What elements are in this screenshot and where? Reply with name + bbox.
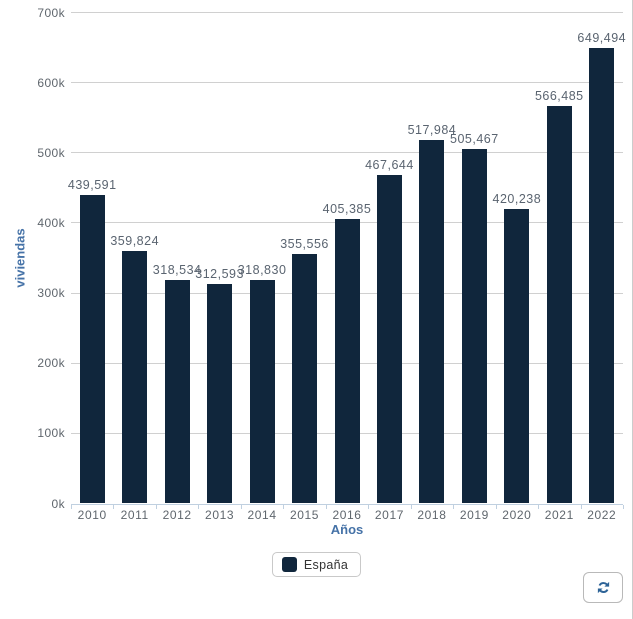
bar-2012[interactable] bbox=[164, 280, 190, 504]
x-tick-label: 2013 bbox=[205, 507, 235, 522]
y-tick-label: 0k bbox=[51, 496, 65, 511]
y-tick-label: 500k bbox=[37, 145, 65, 160]
bar-value-label: 318,534 bbox=[152, 263, 202, 278]
x-axis-tick bbox=[71, 504, 72, 509]
y-gridline bbox=[71, 152, 623, 154]
legend: España bbox=[0, 552, 633, 577]
y-gridline bbox=[71, 82, 623, 84]
y-gridline bbox=[71, 12, 623, 13]
bar-2022[interactable] bbox=[589, 47, 615, 504]
bar-value-label: 566,485 bbox=[534, 89, 584, 104]
bar-2021[interactable] bbox=[546, 106, 572, 504]
x-tick-label: 2019 bbox=[459, 507, 489, 522]
x-tick-label: 2016 bbox=[332, 507, 362, 522]
legend-label: España bbox=[303, 557, 349, 572]
y-tick-label: 100k bbox=[37, 426, 65, 441]
bar-value-label: 420,238 bbox=[492, 191, 542, 206]
y-tick-label: 200k bbox=[37, 356, 65, 371]
x-tick-label: 2015 bbox=[289, 507, 320, 522]
y-tick-label: 700k bbox=[37, 5, 65, 20]
bar-value-label: 405,385 bbox=[322, 202, 372, 217]
bar-value-label: 649,494 bbox=[577, 30, 627, 45]
x-axis-tick bbox=[325, 504, 327, 509]
x-tick-label: 2018 bbox=[417, 507, 447, 522]
x-tick-label: 2017 bbox=[374, 507, 405, 522]
x-axis-tick bbox=[410, 504, 412, 509]
bar-2017[interactable] bbox=[376, 175, 402, 504]
bar-2011[interactable] bbox=[122, 251, 148, 504]
bar-2015[interactable] bbox=[292, 254, 318, 504]
x-axis-title: Años bbox=[330, 522, 364, 537]
x-tick-label: 2021 bbox=[544, 507, 574, 522]
x-axis-tick bbox=[368, 504, 370, 509]
bar-2016[interactable] bbox=[334, 219, 360, 504]
bar-value-label: 517,984 bbox=[407, 123, 457, 138]
x-axis-line bbox=[71, 503, 623, 505]
x-tick-label: 2012 bbox=[162, 507, 192, 522]
x-axis-tick bbox=[495, 504, 497, 509]
x-axis-tick bbox=[580, 504, 582, 509]
y-axis-title: viviendas bbox=[12, 228, 28, 288]
x-axis-tick bbox=[198, 504, 200, 509]
x-axis-tick bbox=[113, 504, 115, 509]
bar-value-label: 505,467 bbox=[450, 131, 499, 146]
x-axis-tick bbox=[538, 504, 540, 509]
bar-2014[interactable] bbox=[249, 279, 275, 504]
y-tick-label: 300k bbox=[37, 286, 65, 301]
y-tick-label: 400k bbox=[37, 215, 65, 230]
bar-value-label: 439,591 bbox=[67, 178, 117, 193]
legend-item-espana[interactable]: España bbox=[271, 552, 362, 577]
bar-value-label: 312,593 bbox=[195, 267, 244, 282]
refresh-button[interactable] bbox=[583, 572, 623, 603]
x-axis-tick bbox=[240, 504, 242, 509]
bar-2010[interactable] bbox=[79, 195, 105, 504]
bar-value-label: 359,824 bbox=[110, 234, 160, 249]
bar-2020[interactable] bbox=[504, 208, 530, 504]
y-tick-label: 600k bbox=[37, 75, 65, 90]
legend-swatch bbox=[281, 557, 297, 572]
x-axis-tick bbox=[155, 504, 157, 509]
bar-2013[interactable] bbox=[207, 284, 233, 504]
bar-value-label: 355,556 bbox=[280, 237, 329, 252]
bar-2018[interactable] bbox=[419, 140, 445, 504]
x-tick-label: 2020 bbox=[502, 507, 532, 522]
x-axis-tick bbox=[283, 504, 285, 509]
x-tick-label: 2010 bbox=[77, 507, 107, 522]
x-tick-label: 2011 bbox=[120, 507, 149, 522]
x-tick-label: 2014 bbox=[247, 507, 277, 522]
x-tick-label: 2022 bbox=[587, 507, 617, 522]
bar-value-label: 318,830 bbox=[237, 262, 287, 277]
x-axis-tick bbox=[453, 504, 455, 509]
bar-2019[interactable] bbox=[461, 148, 487, 504]
x-axis-tick bbox=[623, 504, 624, 509]
refresh-icon bbox=[596, 580, 611, 595]
bar-value-label: 467,644 bbox=[365, 158, 414, 173]
